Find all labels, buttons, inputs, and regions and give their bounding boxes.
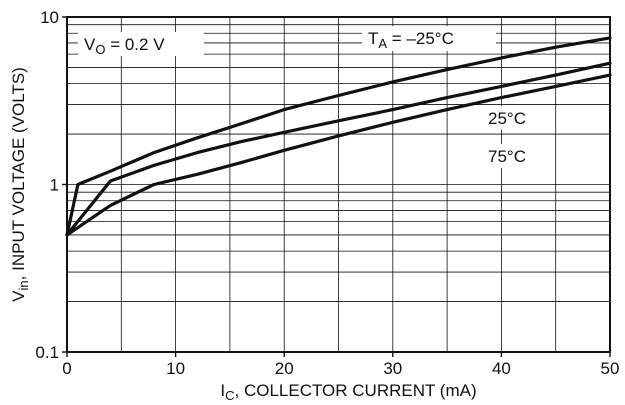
series-line-3 [65,73,612,237]
x-tick-label: 40 [492,359,511,378]
series-label-2: 25°C [488,109,526,128]
y-tick-label: 10 [40,8,59,27]
series-label-bg-1 [362,26,496,51]
y-axis-label: Vin, INPUT VOLTAGE (VOLTS) [9,67,31,302]
condition-label: VO = 0.2 V [84,35,165,57]
series-label-3: 75°C [488,147,526,166]
series-label-bg-2 [482,106,544,130]
condition-label-bg [78,32,204,56]
x-tick-label: 30 [383,359,402,378]
series-line-2 [65,61,612,237]
x-tick-label: 10 [166,359,185,378]
series-line-1 [65,36,612,237]
series-label-1: TA = –25°C [368,29,454,51]
x-axis-label: IC, COLLECTOR CURRENT (mA) [220,381,476,403]
x-tick-label: 50 [601,359,620,378]
x-tick-label: 20 [275,359,294,378]
series-label-bg-3 [482,144,544,168]
x-tick-label: 0 [62,359,71,378]
y-tick-label: 0.1 [35,343,59,362]
y-tick-label: 1 [50,176,59,195]
